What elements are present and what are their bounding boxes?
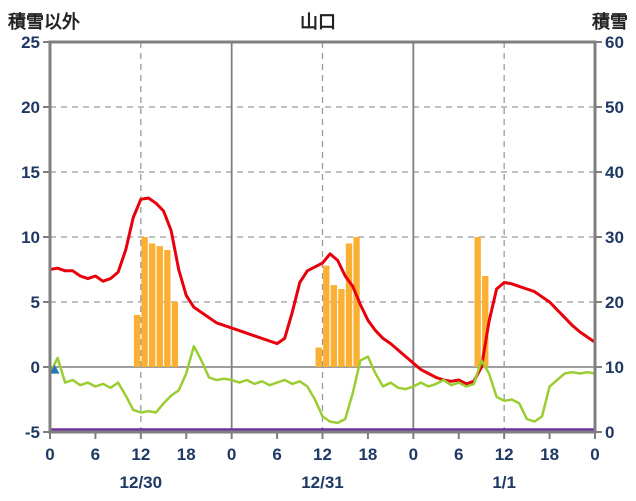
- x-axis-tick: 18: [540, 445, 559, 464]
- x-axis-tick: 6: [91, 445, 100, 464]
- x-axis-tick: 6: [272, 445, 281, 464]
- x-axis-day-label: 12/30: [120, 473, 163, 492]
- left-axis-tick: 15: [21, 163, 40, 182]
- red-line: [48, 196, 597, 386]
- x-axis-tick: 18: [177, 445, 196, 464]
- x-axis-tick: 12: [131, 445, 150, 464]
- left-axis-tick: 5: [31, 293, 40, 312]
- x-axis-tick: 18: [358, 445, 377, 464]
- right-axis-tick: 30: [605, 228, 624, 247]
- right-axis-tick: 0: [605, 423, 614, 442]
- x-axis-tick: 12: [313, 445, 332, 464]
- x-axis-day-label: 12/31: [301, 473, 344, 492]
- grid: [50, 42, 595, 432]
- x-axis-day-label: 1/1: [492, 473, 516, 492]
- left-axis-tick: 0: [31, 358, 40, 377]
- right-axis-tick: 50: [605, 98, 624, 117]
- right-axis-tick: 10: [605, 358, 624, 377]
- right-axis-tick: 40: [605, 163, 624, 182]
- left-axis-tick: 10: [21, 228, 40, 247]
- green-line: [48, 344, 597, 425]
- blue-triangle-marker: [49, 364, 60, 374]
- x-axis-tick: 6: [454, 445, 463, 464]
- left-axis-tick: 20: [21, 98, 40, 117]
- left-axis-tick: 25: [21, 33, 40, 52]
- chart-title: 山口: [300, 12, 336, 32]
- left-axis-title: 積雪以外: [8, 12, 80, 32]
- x-axis-tick: 12: [495, 445, 514, 464]
- right-axis-tick: 20: [605, 293, 624, 312]
- orange-bars: [133, 237, 489, 367]
- x-axis-tick: 0: [45, 445, 54, 464]
- right-axis-title: 積雪: [592, 12, 628, 32]
- x-axis-tick: 0: [590, 445, 599, 464]
- x-axis-tick: 0: [409, 445, 418, 464]
- left-axis-tick: -5: [25, 423, 40, 442]
- right-axis-tick: 60: [605, 33, 624, 52]
- x-axis-tick: 0: [227, 445, 236, 464]
